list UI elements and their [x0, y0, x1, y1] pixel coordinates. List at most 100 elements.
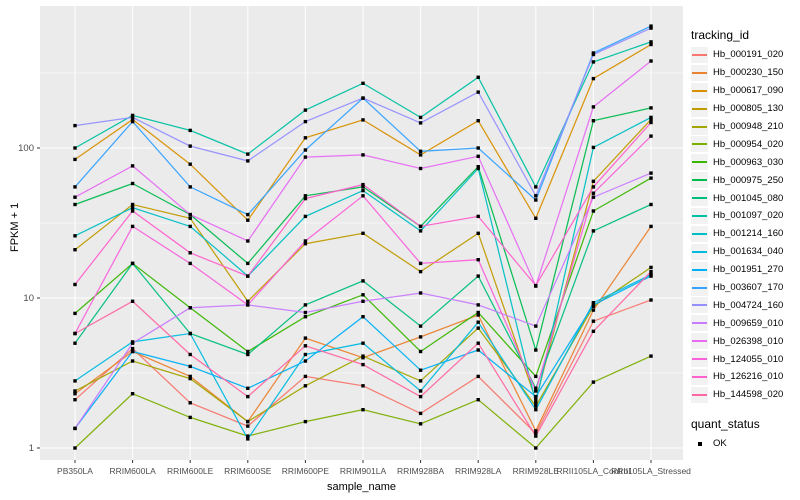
data-point	[476, 274, 480, 278]
data-point	[303, 352, 308, 357]
legend-title-quant-status: quant_status	[691, 416, 760, 431]
data-point	[649, 274, 653, 278]
data-point	[476, 231, 480, 235]
data-point	[534, 324, 538, 328]
data-point	[591, 191, 596, 195]
data-point	[476, 326, 480, 330]
data-point	[649, 134, 653, 138]
data-point	[303, 310, 308, 315]
legend-item-Hb_144598_020: Hb_144598_020	[691, 386, 799, 404]
data-point	[246, 424, 250, 428]
legend-item-Hb_001634_040: Hb_001634_040	[691, 243, 799, 261]
data-point	[591, 308, 596, 312]
data-point	[591, 319, 596, 323]
data-point	[418, 229, 423, 233]
data-point	[130, 181, 135, 186]
data-point	[130, 359, 135, 363]
data-point	[591, 209, 596, 213]
data-point	[73, 146, 77, 150]
data-point	[73, 379, 77, 383]
y-tick-label: 100	[18, 143, 34, 154]
quant-status-block: quant_status OK	[691, 417, 799, 453]
data-point	[649, 106, 653, 110]
data-point	[534, 408, 538, 412]
data-point	[418, 149, 423, 153]
data-point	[361, 362, 365, 367]
data-point	[361, 408, 365, 412]
data-point	[246, 274, 250, 278]
x-tick-label: RRIM928BA	[397, 466, 445, 476]
x-axis-title: sample_name	[326, 481, 397, 493]
legend-item-label: Hb_026398_010	[713, 335, 784, 347]
data-point	[476, 374, 480, 379]
legend-item-label: Hb_124055_010	[713, 353, 784, 365]
data-point	[246, 303, 250, 307]
data-point	[246, 261, 250, 266]
data-point	[303, 344, 308, 348]
data-point	[130, 209, 135, 213]
legend-item-label: Hb_001097_020	[713, 210, 784, 222]
data-point	[73, 248, 77, 252]
legend-title-tracking-id: tracking_id	[691, 28, 750, 42]
data-point	[591, 52, 596, 57]
legend-item-label: Hb_009659_010	[713, 317, 784, 329]
x-tick-label: RRIM928LE	[513, 466, 560, 476]
data-point	[130, 261, 135, 266]
legend-key-line-icon	[691, 351, 708, 368]
data-point	[476, 90, 480, 94]
legend-key-line-icon	[691, 118, 708, 135]
data-point	[73, 341, 77, 345]
data-point	[73, 311, 77, 316]
data-point	[303, 336, 308, 340]
data-point	[361, 299, 365, 303]
data-point	[188, 185, 192, 189]
data-point	[73, 446, 77, 450]
data-point	[649, 265, 653, 270]
data-point	[188, 374, 192, 379]
data-point	[649, 298, 653, 302]
data-point	[649, 24, 653, 28]
data-point	[361, 341, 365, 345]
data-point	[418, 224, 423, 229]
data-point	[188, 306, 192, 310]
data-point	[534, 398, 538, 402]
data-point	[591, 303, 596, 307]
legend-item-Hb_000191_020: Hb_000191_020	[691, 46, 799, 64]
y-tick-label: 10	[23, 293, 34, 304]
legend-item-Hb_001951_270: Hb_001951_270	[691, 261, 799, 279]
data-point	[534, 283, 538, 288]
data-point	[361, 185, 365, 189]
legend-item-Hb_000975_250: Hb_000975_250	[691, 171, 799, 189]
legend-key-line-icon	[691, 225, 708, 242]
legend-item-Hb_001097_020: Hb_001097_020	[691, 207, 799, 225]
data-point	[591, 329, 596, 333]
legend-key-line-icon	[691, 154, 708, 171]
data-point	[73, 195, 77, 199]
legend-key-line-icon	[691, 100, 708, 117]
legend-item-Hb_124055_010: Hb_124055_010	[691, 350, 799, 368]
legend-key-line-icon	[691, 297, 708, 314]
data-point	[130, 115, 135, 120]
data-point	[73, 123, 77, 128]
data-point	[418, 379, 423, 383]
legend-item-Hb_000963_030: Hb_000963_030	[691, 153, 799, 171]
data-point	[476, 214, 480, 219]
data-point	[73, 331, 77, 336]
data-point	[591, 195, 596, 199]
data-point	[591, 185, 596, 189]
data-point	[246, 239, 250, 243]
legend-item-Hb_000230_150: Hb_000230_150	[691, 64, 799, 82]
tracking-id-legend-list: Hb_000191_020 Hb_000230_150 Hb_000617_090 H…	[691, 46, 799, 404]
data-point	[649, 59, 653, 63]
legend-item-label: Hb_144598_020	[713, 389, 784, 401]
data-point	[303, 239, 308, 243]
legend-item-Hb_001214_160: Hb_001214_160	[691, 225, 799, 243]
data-point	[246, 437, 250, 441]
legend-item-label: Hb_001045_080	[713, 192, 784, 204]
legend-key-line-icon	[691, 82, 708, 99]
data-point	[73, 426, 77, 431]
legend-key-line-icon	[691, 46, 708, 63]
legend-item-Hb_126216_010: Hb_126216_010	[691, 368, 799, 386]
